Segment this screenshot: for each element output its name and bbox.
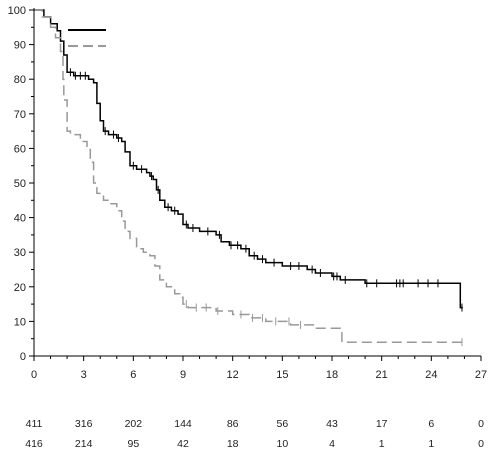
x-tick-label-9: 9	[180, 369, 186, 381]
at-risk-dashed-0: 416	[25, 438, 43, 450]
x-tick-label-12: 12	[227, 369, 239, 381]
at-risk-dashed-6: 95	[127, 438, 139, 450]
at-risk-dashed-21: 1	[379, 438, 385, 450]
x-tick-label-21: 21	[376, 369, 388, 381]
y-tick-label-0: 0	[20, 351, 26, 363]
at-risk-solid-6: 202	[125, 418, 143, 430]
x-tick-label-0: 0	[31, 369, 37, 381]
y-tick-label-100: 100	[8, 5, 26, 17]
legend	[68, 29, 106, 47]
x-tick-label-18: 18	[326, 369, 338, 381]
y-tick-label-50: 50	[14, 178, 26, 190]
at-risk-dashed-18: 4	[329, 438, 335, 450]
at-risk-solid-3: 316	[75, 418, 93, 430]
at-risk-solid-15: 56	[276, 418, 288, 430]
x-tick-label-3: 3	[81, 369, 87, 381]
x-tick-label-24: 24	[425, 369, 437, 381]
dashed-survival-curve	[34, 9, 463, 343]
at-risk-dashed-24: 1	[428, 438, 434, 450]
y-tick-label-70: 70	[14, 109, 26, 121]
x-tick-label-15: 15	[276, 369, 288, 381]
plot-area	[34, 9, 463, 347]
y-tick-label-10: 10	[14, 316, 26, 328]
axes: 0 10 20 30 40 50 60 70 80 90 100 0 3 6 9 12 15 18 21 24 27	[8, 5, 487, 381]
y-tick-label-20: 20	[14, 282, 26, 294]
at-risk-solid-9: 144	[174, 418, 192, 430]
at-risk-solid-24: 6	[428, 418, 434, 430]
at-risk-dashed-3: 214	[75, 438, 93, 450]
at-risk-solid-21: 17	[376, 418, 388, 430]
at-risk-dashed-15: 10	[276, 438, 288, 450]
y-tick-label-90: 90	[14, 40, 26, 52]
at-risk-solid-27: 0	[478, 418, 484, 430]
at-risk-solid-0: 411	[26, 418, 43, 430]
at-risk-dashed-12: 18	[227, 438, 239, 450]
y-tick-label-80: 80	[14, 74, 26, 86]
at-risk-solid-12: 86	[227, 418, 239, 430]
y-tick-label-60: 60	[14, 143, 26, 155]
at-risk-dashed-9: 42	[177, 438, 189, 450]
at-risk-solid-18: 43	[326, 418, 338, 430]
solid-survival-curve	[34, 9, 463, 309]
at-risk-dashed-27: 0	[478, 438, 484, 450]
y-tick-label-40: 40	[14, 213, 26, 225]
x-tick-label-6: 6	[130, 369, 136, 381]
y-tick-label-30: 30	[14, 247, 26, 259]
x-tick-label-27: 27	[475, 369, 487, 381]
